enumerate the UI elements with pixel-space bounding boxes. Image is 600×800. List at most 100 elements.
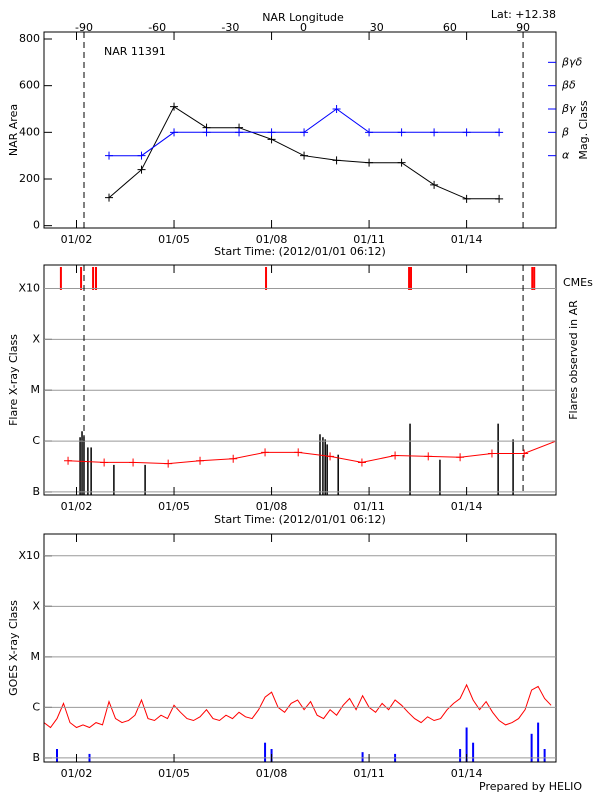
y-tick-label: 0 xyxy=(33,219,40,232)
x2-tick-label: 60 xyxy=(443,21,457,34)
y-tick-label: X10 xyxy=(18,549,40,562)
data-point xyxy=(430,128,439,137)
data-point xyxy=(267,128,276,137)
x-tick-label: 01/14 xyxy=(451,767,483,780)
background-point xyxy=(326,452,335,461)
background-point xyxy=(520,449,529,458)
y2-tick-label: α xyxy=(562,149,570,162)
x-tick-label: 01/14 xyxy=(451,500,483,513)
plot-area xyxy=(44,683,552,762)
data-point xyxy=(105,151,114,160)
data-point xyxy=(137,151,146,160)
annotation: Lat: +12.38 xyxy=(491,8,556,21)
x-tick-label: 01/08 xyxy=(256,233,288,246)
y2-tick-label: βγδ xyxy=(561,55,583,68)
y2-tick-label: β xyxy=(561,125,569,138)
x-tick-label: 01/11 xyxy=(353,233,385,246)
x-tick-label: 01/11 xyxy=(353,767,385,780)
background-line xyxy=(68,440,556,465)
data-point xyxy=(300,128,309,137)
background-point xyxy=(391,451,400,460)
y-tick-label: B xyxy=(32,485,40,498)
plot-frame xyxy=(43,31,557,229)
plot-frame xyxy=(43,264,557,496)
x2-tick-label: -60 xyxy=(148,21,166,34)
data-point xyxy=(495,194,504,203)
x-tick-label: 01/05 xyxy=(158,767,190,780)
y2-tick-label: βδ xyxy=(561,79,576,92)
x-axis-label: Start Time: (2012/01/01 06:12) xyxy=(214,513,386,526)
x2-tick-label: -30 xyxy=(221,21,239,34)
goes-line xyxy=(44,683,552,729)
y-tick-label: C xyxy=(32,434,40,447)
background-point xyxy=(456,453,465,462)
y-tick-label: B xyxy=(32,751,40,764)
background-point xyxy=(64,456,73,465)
y-tick-label: 800 xyxy=(19,32,40,45)
x-tick-label: 01/02 xyxy=(61,233,93,246)
footer: Prepared by HELIO xyxy=(479,780,582,793)
y2-tick-label: βγ xyxy=(561,102,576,115)
plot-area xyxy=(59,267,556,495)
background-point xyxy=(196,456,205,465)
background-point xyxy=(129,458,138,467)
y2-axis-label: Mag. Class xyxy=(577,100,590,159)
x-tick-label: 01/05 xyxy=(158,233,190,246)
data-point xyxy=(365,158,374,167)
background-point xyxy=(357,458,366,467)
y-tick-label: M xyxy=(31,650,41,663)
plot-frame xyxy=(43,533,557,763)
data-point xyxy=(235,128,244,137)
legend-label: CMEs xyxy=(563,276,593,289)
x-tick-label: 01/08 xyxy=(256,767,288,780)
x-tick-label: 01/05 xyxy=(158,500,190,513)
y-axis-label: NAR Area xyxy=(7,104,20,156)
background-point xyxy=(164,459,173,468)
y-tick-label: 400 xyxy=(19,125,40,138)
x2-tick-label: -90 xyxy=(75,21,93,34)
x2-axis-label: NAR Longitude xyxy=(262,11,344,24)
x-tick-label: 01/11 xyxy=(353,500,385,513)
data-point xyxy=(300,151,309,160)
data-point xyxy=(170,128,179,137)
x2-tick-label: 90 xyxy=(516,21,530,34)
data-point xyxy=(365,128,374,137)
data-point xyxy=(332,105,341,113)
x-tick-label: 01/14 xyxy=(451,233,483,246)
data-point xyxy=(332,156,341,165)
data-point xyxy=(137,165,146,174)
background-point xyxy=(229,454,238,463)
y-tick-label: X xyxy=(32,332,40,345)
data-point xyxy=(430,180,439,189)
data-point xyxy=(462,128,471,137)
x-tick-label: 01/08 xyxy=(256,500,288,513)
data-point xyxy=(170,102,179,111)
x-axis-label: Start Time: (2012/01/01 06:12) xyxy=(214,245,386,258)
data-point xyxy=(202,128,211,137)
background-point xyxy=(424,452,433,461)
data-point xyxy=(495,128,504,137)
y-axis-label: Flare X-ray Class xyxy=(7,334,20,426)
x-tick-label: 01/02 xyxy=(61,767,93,780)
x2-tick-label: 30 xyxy=(370,21,384,34)
background-point xyxy=(294,448,303,457)
data-point xyxy=(397,158,406,167)
background-point xyxy=(487,449,496,458)
y-tick-label: X10 xyxy=(18,282,40,295)
data-point xyxy=(267,135,276,144)
y-tick-label: C xyxy=(32,700,40,713)
background-point xyxy=(261,448,270,457)
data-point xyxy=(397,128,406,137)
y2-axis-label: Flares observed in AR xyxy=(567,300,580,420)
x-tick-label: 01/02 xyxy=(61,500,93,513)
x2-tick-label: 0 xyxy=(300,21,307,34)
y-tick-label: 200 xyxy=(19,172,40,185)
background-point xyxy=(100,458,109,467)
y-axis-label: GOES X-ray Class xyxy=(7,600,20,696)
y-tick-label: 600 xyxy=(19,79,40,92)
data-point xyxy=(105,193,114,202)
data-point xyxy=(462,194,471,203)
y-tick-label: X xyxy=(32,599,40,612)
y-tick-label: M xyxy=(31,383,41,396)
